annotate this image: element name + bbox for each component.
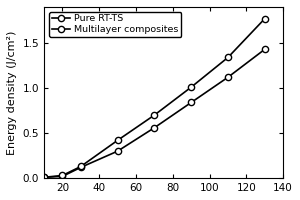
Pure RT-TS: [79, 166, 83, 169]
Y-axis label: Energy density (J/cm²): Energy density (J/cm²): [7, 30, 17, 155]
Multilayer composites: [226, 56, 230, 59]
Line: Pure RT-TS: Pure RT-TS: [41, 46, 268, 180]
Pure RT-TS: [263, 48, 267, 51]
Multilayer composites: [79, 165, 83, 168]
Multilayer composites: [263, 17, 267, 20]
Pure RT-TS: [153, 127, 156, 129]
Legend: Pure RT-TS, Multilayer composites: Pure RT-TS, Multilayer composites: [49, 12, 181, 37]
Multilayer composites: [61, 174, 64, 177]
Multilayer composites: [116, 139, 119, 142]
Pure RT-TS: [42, 176, 46, 178]
Pure RT-TS: [116, 150, 119, 152]
Multilayer composites: [42, 176, 46, 178]
Multilayer composites: [189, 86, 193, 88]
Pure RT-TS: [189, 101, 193, 104]
Pure RT-TS: [226, 76, 230, 78]
Line: Multilayer composites: Multilayer composites: [41, 16, 268, 180]
Pure RT-TS: [61, 175, 64, 178]
Multilayer composites: [153, 114, 156, 116]
